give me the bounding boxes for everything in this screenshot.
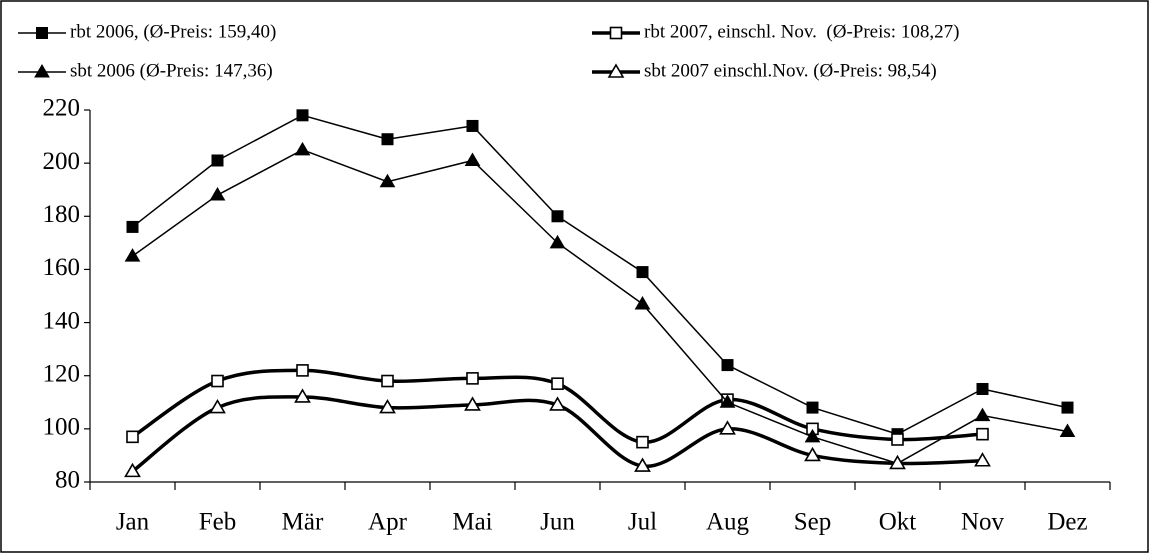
marker: [636, 266, 649, 279]
marker: [551, 377, 564, 390]
x-tick-label: Jul: [628, 509, 657, 536]
x-tick-label: Apr: [368, 509, 408, 536]
x-tick-label: Feb: [199, 509, 237, 536]
marker: [806, 401, 819, 414]
legend-label: sbt 2007 einschl.Nov. (Ø-Preis: 98,54): [644, 60, 937, 81]
marker: [634, 457, 651, 472]
marker: [379, 399, 396, 414]
x-tick-label: Jan: [116, 509, 150, 536]
marker: [607, 63, 625, 78]
x-tick-label: Mai: [452, 509, 492, 536]
marker: [296, 109, 309, 122]
x-tick-label: Nov: [961, 509, 1005, 536]
marker: [889, 454, 906, 470]
series-line: [132, 114, 1068, 435]
y-tick-label: 200: [43, 148, 81, 175]
marker: [464, 152, 481, 166]
x-tick-label: Aug: [706, 509, 750, 536]
marker: [381, 374, 394, 388]
marker: [1059, 423, 1076, 438]
marker: [466, 119, 479, 132]
y-tick-label: 140: [43, 307, 81, 334]
marker: [34, 64, 50, 78]
y-tick-label: 160: [43, 254, 81, 281]
marker: [551, 210, 564, 223]
marker: [721, 359, 734, 372]
marker: [549, 396, 566, 411]
marker: [126, 430, 139, 444]
marker: [294, 141, 311, 156]
marker: [636, 435, 649, 449]
marker: [976, 383, 989, 395]
marker: [296, 364, 309, 377]
marker: [379, 173, 396, 188]
marker: [294, 388, 311, 403]
marker: [609, 26, 623, 40]
marker: [804, 428, 821, 443]
series-line: [132, 149, 1068, 465]
marker: [126, 220, 139, 233]
marker: [209, 187, 226, 201]
legend-label: sbt 2006 (Ø-Preis: 147,36): [70, 60, 273, 81]
marker: [209, 399, 226, 414]
marker: [211, 154, 224, 167]
y-tick-label: 180: [43, 201, 81, 228]
marker: [549, 234, 566, 249]
y-tick-label: 100: [43, 414, 81, 441]
marker: [211, 374, 224, 388]
marker: [719, 394, 736, 408]
marker: [381, 133, 394, 146]
y-tick-label: 220: [43, 95, 81, 122]
marker: [974, 407, 991, 422]
marker: [464, 396, 481, 411]
marker: [974, 452, 991, 467]
marker: [976, 427, 989, 441]
marker: [1061, 401, 1074, 414]
x-tick-label: Sep: [794, 509, 832, 536]
legend-label: rbt 2006, (Ø-Preis: 159,40): [70, 21, 276, 42]
x-tick-label: Dez: [1047, 509, 1087, 536]
marker: [124, 248, 141, 262]
x-tick-label: Mär: [282, 509, 324, 536]
marker: [466, 372, 479, 385]
y-tick-label: 80: [55, 467, 80, 494]
marker: [891, 433, 904, 446]
marker: [634, 295, 651, 310]
x-tick-label: Jun: [540, 509, 575, 536]
legend-label: rbt 2007, einschl. Nov. (Ø-Preis: 108,27…: [644, 21, 959, 42]
marker: [36, 27, 48, 39]
marker: [804, 446, 821, 462]
x-tick-label: Okt: [879, 509, 917, 536]
marker: [719, 420, 736, 435]
y-tick-label: 120: [43, 360, 81, 387]
marker: [124, 462, 141, 478]
